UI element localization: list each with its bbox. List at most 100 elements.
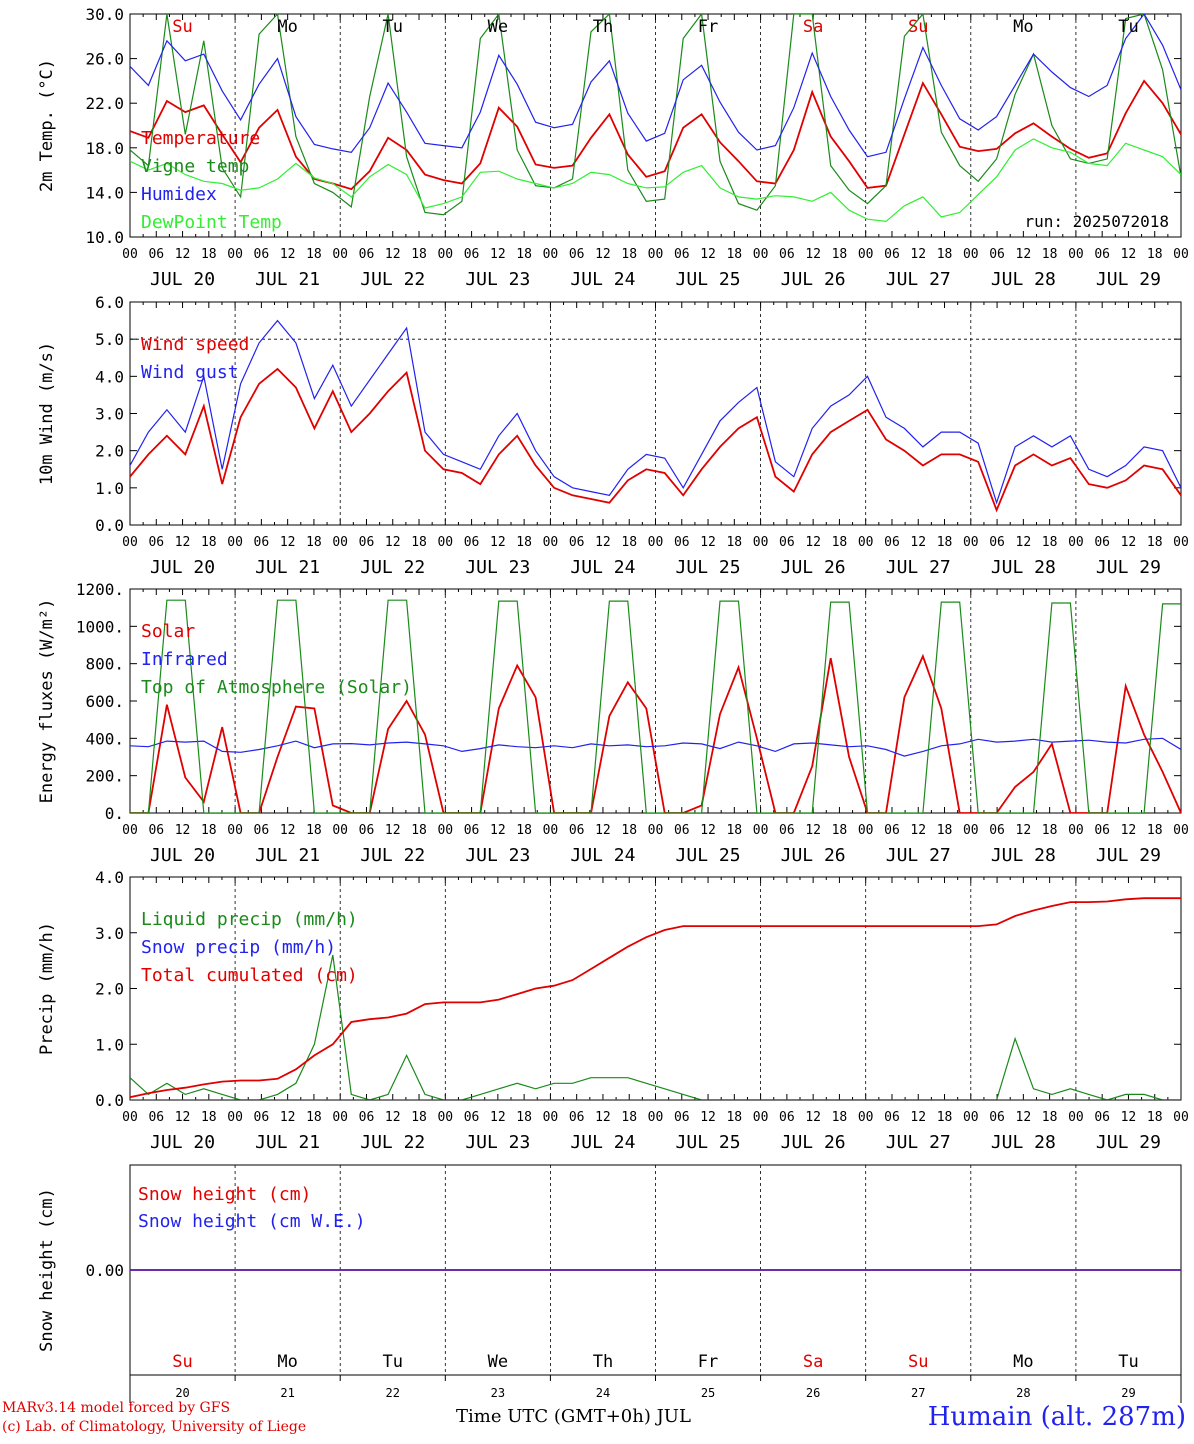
x-hour-label: 18 — [516, 247, 532, 262]
x-hour-label: 18 — [621, 823, 637, 838]
x-day-label: JUL 27 — [886, 269, 951, 290]
x-hour-label: 06 — [1094, 1110, 1110, 1125]
x-hour-label: 06 — [569, 823, 585, 838]
x-hour-label: 18 — [726, 247, 742, 262]
x-hour-label: 18 — [1147, 823, 1163, 838]
x-hour-label: 18 — [516, 823, 532, 838]
x-hour-label: 18 — [832, 535, 848, 550]
x-day-label: JUL 24 — [570, 845, 635, 866]
day-number-label: 29 — [1121, 1386, 1135, 1400]
x-hour-label: 06 — [148, 1110, 164, 1125]
legend-entry: Snow height (cm W.E.) — [138, 1211, 366, 1232]
x-day-label: JUL 25 — [676, 269, 741, 290]
plot-frame — [129, 13, 1182, 238]
x-hour-label: 00 — [122, 535, 138, 550]
weekday-label: Sa — [803, 17, 823, 37]
x-hour-label: 06 — [779, 823, 795, 838]
x-day-label: JUL 22 — [360, 269, 425, 290]
x-day-label: JUL 27 — [886, 845, 951, 866]
x-day-label: JUL 23 — [465, 269, 530, 290]
x-hour-label: 18 — [937, 823, 953, 838]
weekday-label: Mo — [1013, 1352, 1033, 1372]
x-hour-label: 00 — [543, 823, 559, 838]
panel-3 — [129, 588, 1182, 814]
x-hour-label: 00 — [332, 823, 348, 838]
y-tick-label: 200. — [85, 767, 124, 786]
x-hour-label: 12 — [385, 823, 401, 838]
x-hour-label: 06 — [989, 247, 1005, 262]
x-day-label: JUL 25 — [676, 845, 741, 866]
y-tick-label: 4.0 — [95, 868, 124, 887]
y-tick-label: 0.0 — [95, 516, 124, 535]
x-day-label: JUL 20 — [150, 845, 215, 866]
weekday-label: Su — [172, 1352, 192, 1372]
x-day-label: JUL 22 — [360, 1132, 425, 1153]
y-axis-label: Snow height (cm) — [37, 1188, 57, 1352]
panel-5 — [129, 1164, 1182, 1403]
x-hour-label: 00 — [332, 1110, 348, 1125]
legend-entry: Solar — [141, 621, 195, 642]
x-hour-label: 00 — [122, 1110, 138, 1125]
x-hour-label: 18 — [1042, 247, 1058, 262]
x-hour-label: 18 — [306, 247, 322, 262]
x-hour-label: 18 — [1042, 535, 1058, 550]
legend-entry: Vigne temp — [141, 156, 249, 177]
x-hour-label: 00 — [858, 1110, 874, 1125]
legend-entry: Infrared — [141, 649, 228, 670]
x-hour-label: 12 — [805, 535, 821, 550]
x-day-label: JUL 26 — [781, 845, 846, 866]
x-hour-label: 06 — [359, 535, 375, 550]
y-tick-label: 1.0 — [95, 1035, 124, 1054]
x-hour-label: 00 — [648, 535, 664, 550]
y-tick-label: 2.0 — [95, 980, 124, 999]
legend-entry: Temperature — [141, 128, 260, 149]
x-hour-label: 06 — [359, 1110, 375, 1125]
x-hour-label: 00 — [437, 823, 453, 838]
x-hour-label: 06 — [464, 247, 480, 262]
x-hour-label: 18 — [1147, 1110, 1163, 1125]
weekday-label: Mo — [277, 1352, 297, 1372]
legend-entry: Wind speed — [141, 334, 249, 355]
day-number-label: 28 — [1016, 1386, 1030, 1400]
x-hour-label: 18 — [201, 1110, 217, 1125]
x-hour-label: 00 — [437, 535, 453, 550]
x-day-label: JUL 28 — [991, 1132, 1056, 1153]
x-hour-label: 12 — [1121, 247, 1137, 262]
x-hour-label: 12 — [595, 535, 611, 550]
x-hour-label: 00 — [227, 247, 243, 262]
x-hour-label: 12 — [280, 535, 296, 550]
x-hour-label: 06 — [674, 823, 690, 838]
x-hour-label: 18 — [621, 535, 637, 550]
copyright-credit: (c) Lab. of Climatology, University of L… — [2, 1419, 307, 1435]
x-hour-label: 00 — [332, 247, 348, 262]
x-hour-label: 00 — [963, 247, 979, 262]
x-day-label: JUL 26 — [781, 269, 846, 290]
x-day-label: JUL 21 — [255, 845, 320, 866]
x-day-label: JUL 21 — [255, 1132, 320, 1153]
weekday-label: We — [488, 1352, 508, 1372]
x-hour-label: 06 — [884, 823, 900, 838]
x-hour-label: 00 — [332, 535, 348, 550]
x-hour-label: 12 — [1016, 247, 1032, 262]
x-hour-label: 06 — [884, 1110, 900, 1125]
time-axis-label: Time UTC (GMT+0h) JUL — [456, 1406, 691, 1427]
y-axis-label: Precip (mm/h) — [37, 922, 57, 1055]
legend-entry: Total cumulated (cm) — [141, 965, 358, 986]
x-day-label: JUL 26 — [781, 557, 846, 578]
series-group — [130, 599, 1181, 813]
x-hour-label: 06 — [569, 535, 585, 550]
day-number-label: 27 — [911, 1386, 925, 1400]
x-day-label: JUL 25 — [676, 1132, 741, 1153]
y-tick-label: 6.0 — [95, 293, 124, 312]
x-hour-label: 12 — [595, 247, 611, 262]
x-hour-label: 00 — [648, 1110, 664, 1125]
x-day-label: JUL 29 — [1096, 269, 1161, 290]
x-hour-label: 00 — [648, 247, 664, 262]
run-annotation: run: 2025072018 — [1025, 212, 1170, 231]
x-day-label: JUL 29 — [1096, 1132, 1161, 1153]
y-axis-label: 2m Temp. (°C) — [37, 59, 57, 192]
x-hour-label: 12 — [385, 535, 401, 550]
legend-entry: DewPoint Temp — [141, 212, 282, 233]
x-hour-label: 12 — [910, 823, 926, 838]
y-tick-label: 18.0 — [85, 139, 124, 158]
